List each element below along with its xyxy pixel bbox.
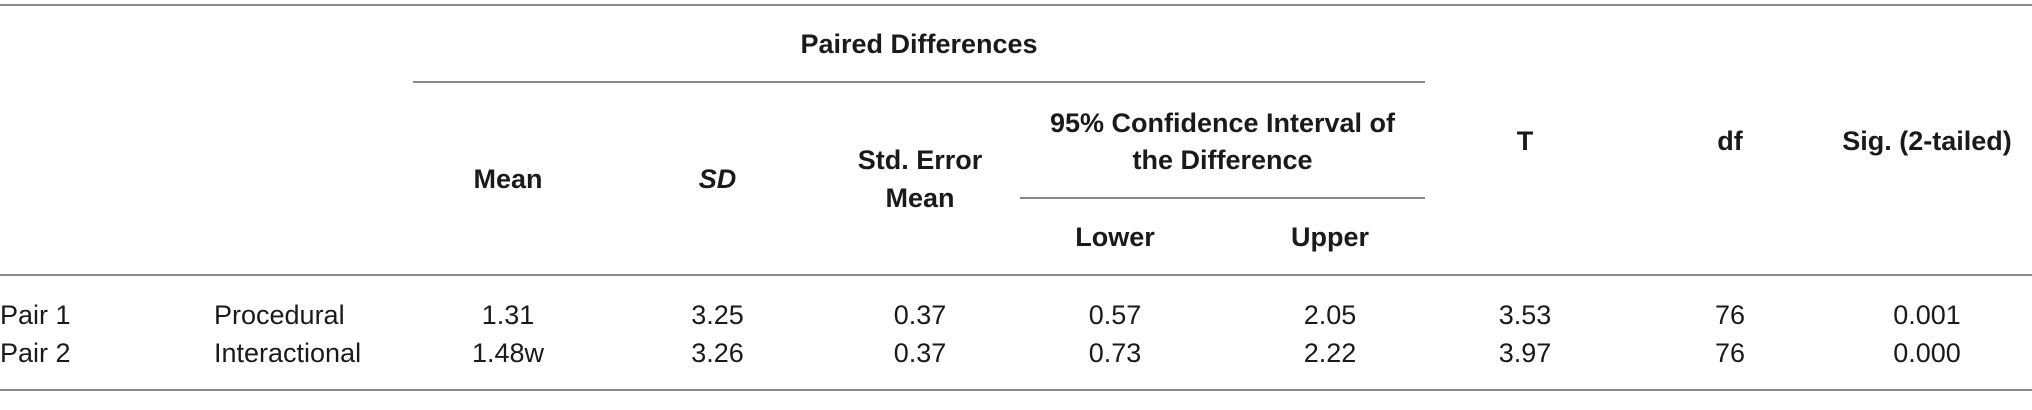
- top-rule: [0, 4, 2032, 6]
- paired-differences-header: Paired Differences: [800, 29, 1038, 59]
- sd-header: SD: [698, 164, 737, 194]
- row-2-sd: 3.26: [691, 338, 744, 368]
- row-2-upper: 2.22: [1303, 338, 1357, 368]
- t-header: T: [1516, 126, 1534, 156]
- lower-header: Lower: [1075, 222, 1155, 252]
- row-1-sd: 3.25: [691, 300, 744, 330]
- row-1-mean: 1.31: [481, 300, 535, 330]
- row-1-df: 76: [1714, 300, 1746, 330]
- row-1-lower: 0.57: [1088, 300, 1142, 330]
- row-2-mean: 1.48w: [471, 338, 545, 368]
- row-1-sem: 0.37: [893, 300, 947, 330]
- confidence-interval-header-line2: the Difference: [1132, 145, 1313, 175]
- row-2-sig: 0.000: [1893, 338, 1961, 368]
- mean-header: Mean: [473, 164, 543, 194]
- sig-header: Sig. (2-tailed): [1842, 126, 2012, 156]
- row-1-upper: 2.05: [1303, 300, 1357, 330]
- df-header: df: [1717, 126, 1743, 156]
- std-error-mean-header-line2: Mean: [885, 183, 955, 213]
- confidence-interval-rule: [1020, 197, 1425, 199]
- row-1-sig: 0.001: [1893, 300, 1961, 330]
- row-2-lower: 0.73: [1088, 338, 1142, 368]
- row-2-df: 76: [1714, 338, 1746, 368]
- std-error-mean-header-line1: Std. Error: [857, 145, 983, 175]
- row-2-type: Interactional: [214, 338, 362, 368]
- upper-header: Upper: [1290, 222, 1369, 252]
- paired-differences-rule: [413, 81, 1425, 83]
- row-2-pair: Pair 2: [0, 338, 71, 368]
- row-1-pair: Pair 1: [0, 300, 71, 330]
- header-bottom-rule: [0, 274, 2032, 276]
- row-1-t: 3.53: [1498, 300, 1552, 330]
- row-2-sem: 0.37: [893, 338, 947, 368]
- bottom-rule: [0, 389, 2032, 391]
- row-2-t: 3.97: [1498, 338, 1552, 368]
- row-1-type: Procedural: [214, 300, 345, 330]
- confidence-interval-header-line1: 95% Confidence Interval of: [1049, 108, 1396, 138]
